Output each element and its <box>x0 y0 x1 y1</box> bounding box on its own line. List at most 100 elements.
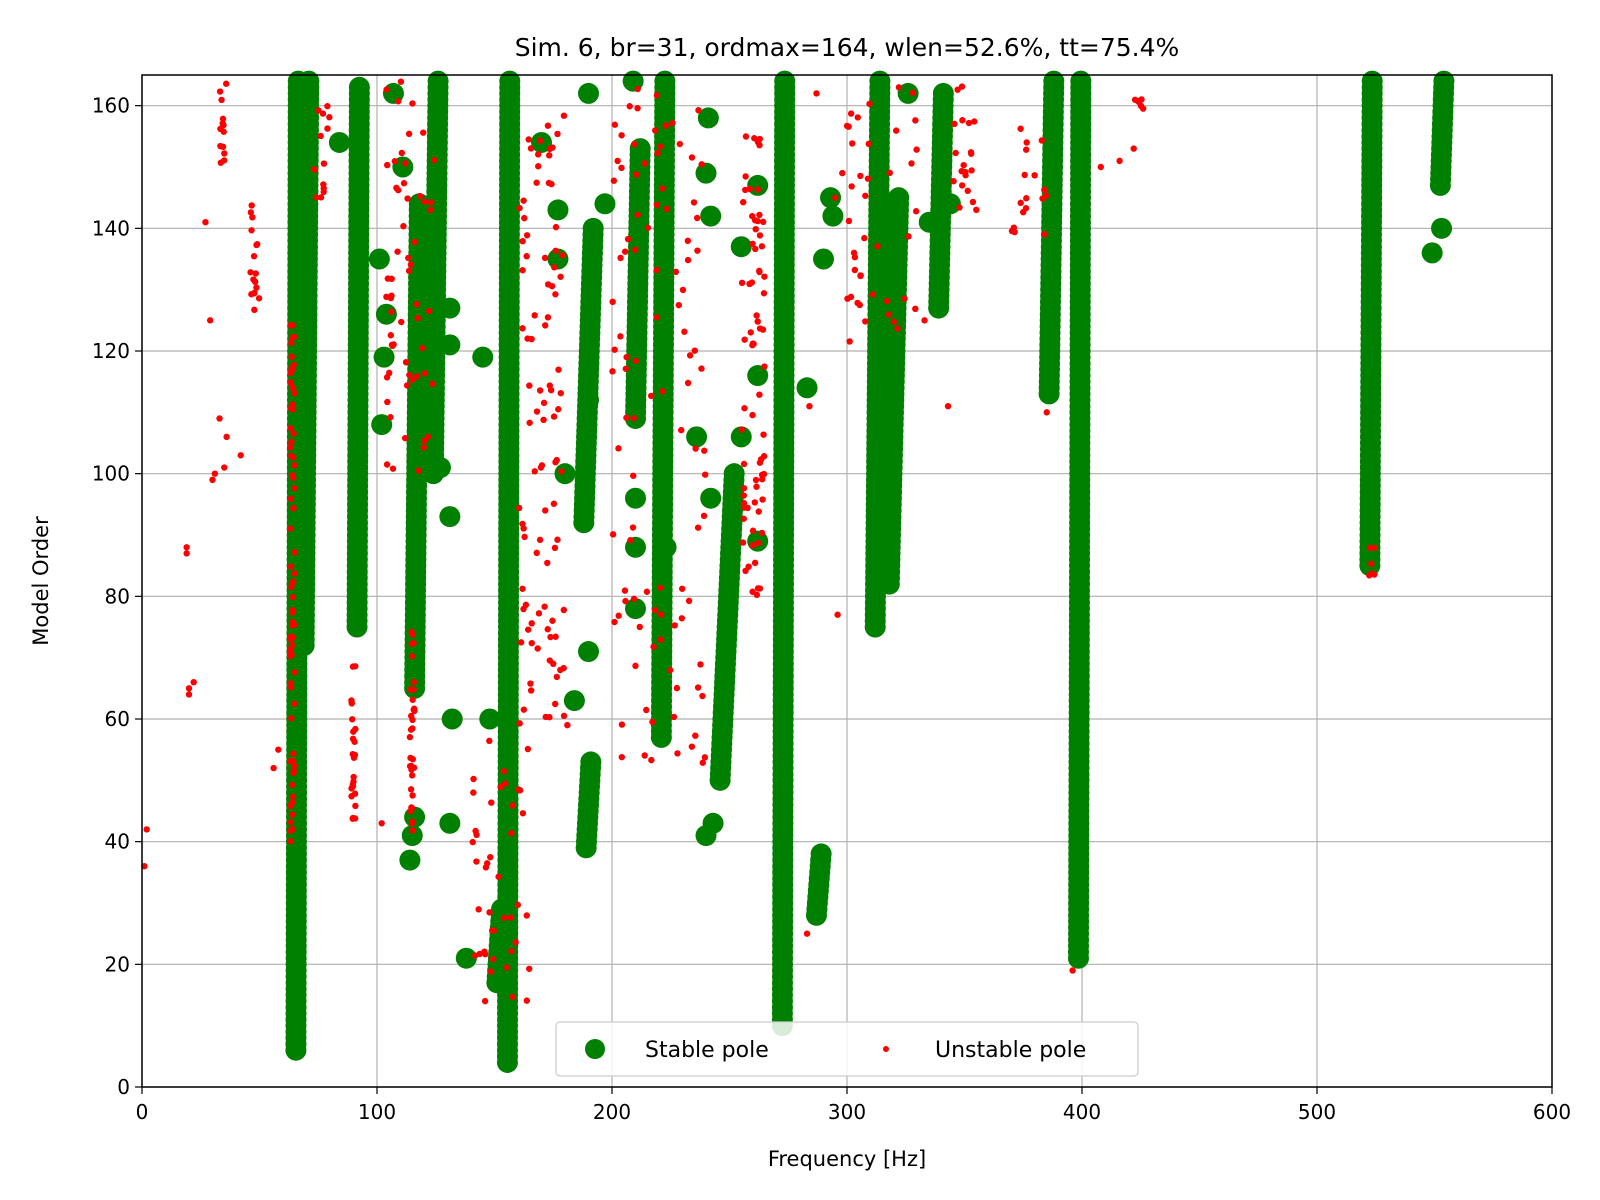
unstable-pole-point <box>684 256 692 264</box>
y-tick-label: 160 <box>92 94 130 118</box>
unstable-pole-point <box>519 267 526 274</box>
unstable-pole-point <box>950 177 957 185</box>
unstable-pole-point <box>761 363 768 370</box>
unstable-pole-point <box>1039 195 1046 202</box>
stable-pole-point <box>939 193 961 215</box>
unstable-pole-point <box>954 86 961 93</box>
unstable-pole-point <box>398 318 405 326</box>
unstable-pole-point <box>557 273 564 280</box>
unstable-pole-point <box>216 415 223 422</box>
unstable-pole-point <box>223 433 230 441</box>
unstable-pole-point <box>326 114 333 121</box>
stable-pole-point <box>375 303 397 325</box>
unstable-pole-point <box>964 187 971 195</box>
stable-pole-point <box>730 236 752 258</box>
unstable-pole-point <box>759 496 766 503</box>
unstable-pole-point <box>1366 544 1374 551</box>
unstable-pole-point <box>558 468 565 475</box>
unstable-pole-point <box>550 500 558 507</box>
unstable-pole-point <box>222 80 230 87</box>
unstable-pole-point <box>528 335 535 343</box>
unstable-pole-point <box>749 527 757 534</box>
unstable-pole-point <box>519 810 527 817</box>
unstable-pole-point <box>523 232 531 239</box>
unstable-pole-point <box>410 678 417 686</box>
unstable-pole-point <box>527 680 534 687</box>
legend-stable-label: Stable pole <box>645 1038 769 1063</box>
unstable-pole-point <box>290 462 298 469</box>
unstable-pole-point <box>534 645 541 652</box>
unstable-pole-point <box>886 169 893 177</box>
unstable-pole-point <box>862 318 869 325</box>
unstable-pole-point <box>408 772 416 779</box>
unstable-pole-point <box>251 306 258 314</box>
stable-pole-point <box>686 426 708 448</box>
stable-pole-point <box>1431 217 1453 239</box>
unstable-pole-point <box>663 205 670 213</box>
unstable-pole-point <box>395 186 402 194</box>
y-tick-label: 20 <box>105 952 130 976</box>
unstable-pole-point <box>247 269 254 276</box>
stable-pole-point <box>747 174 769 196</box>
stable-pole-point <box>702 812 724 834</box>
stable-pole-point <box>399 849 421 871</box>
unstable-pole-point <box>862 192 869 199</box>
unstable-pole-point <box>350 773 357 781</box>
stable-pole-point <box>371 414 393 436</box>
unstable-pole-point <box>470 789 477 796</box>
unstable-pole-point <box>653 201 661 209</box>
unstable-pole-point <box>541 254 549 262</box>
unstable-pole-point <box>291 485 298 492</box>
stable-pole-point <box>723 463 745 485</box>
unstable-pole-point <box>190 679 197 686</box>
unstable-pole-point <box>407 726 415 733</box>
unstable-pole-point <box>895 84 903 91</box>
unstable-pole-point <box>1041 186 1048 193</box>
unstable-pole-point <box>521 533 528 541</box>
stable-pole-point <box>547 199 569 221</box>
y-tick-label: 120 <box>92 339 130 363</box>
unstable-pole-point <box>653 266 660 274</box>
unstable-pole-point <box>741 336 748 343</box>
unstable-pole-point <box>409 100 416 107</box>
unstable-pole-point <box>552 291 559 298</box>
legend-box <box>555 1021 1139 1077</box>
unstable-pole-point <box>806 403 813 410</box>
unstable-pole-point <box>495 873 502 880</box>
unstable-pole-point <box>968 167 975 174</box>
unstable-pole-point <box>623 414 630 421</box>
unstable-pole-point <box>547 633 554 641</box>
unstable-pole-point <box>289 793 297 800</box>
unstable-pole-point <box>317 132 324 140</box>
unstable-pole-point <box>688 743 696 750</box>
y-tick-label: 100 <box>92 462 130 486</box>
unstable-pole-point <box>1130 145 1137 152</box>
unstable-pole-point <box>839 169 846 177</box>
unstable-pole-point <box>752 476 760 484</box>
unstable-pole-point <box>429 380 436 388</box>
unstable-pole-point <box>509 802 516 809</box>
stable-pole-point <box>918 211 940 233</box>
unstable-pole-point <box>414 314 421 322</box>
unstable-pole-point <box>185 691 193 698</box>
axis-ticks: 0 100 200 300 400 500 600 0 20 40 60 80 100 120 140 160 <box>92 94 1571 1124</box>
unstable-pole-point <box>508 830 515 837</box>
unstable-pole-point <box>1021 171 1028 179</box>
unstable-pole-point <box>905 233 912 240</box>
unstable-pole-point <box>552 633 559 640</box>
unstable-pole-point <box>621 248 629 255</box>
unstable-pole-point <box>609 298 616 306</box>
unstable-pole-point <box>952 149 959 157</box>
unstable-pole-point <box>738 279 746 287</box>
unstable-pole-point <box>1041 230 1048 238</box>
unstable-pole-point <box>629 524 637 531</box>
stable-pole-point <box>499 70 521 92</box>
unstable-pole-point <box>679 286 687 294</box>
unstable-pole-point <box>486 909 493 916</box>
unstable-pole-point <box>528 620 535 627</box>
unstable-pole-point <box>698 161 705 168</box>
unstable-pole-point <box>143 826 150 833</box>
unstable-pole-point <box>219 143 227 151</box>
unstable-pole-point <box>701 447 708 454</box>
unstable-pole-point <box>685 597 693 605</box>
